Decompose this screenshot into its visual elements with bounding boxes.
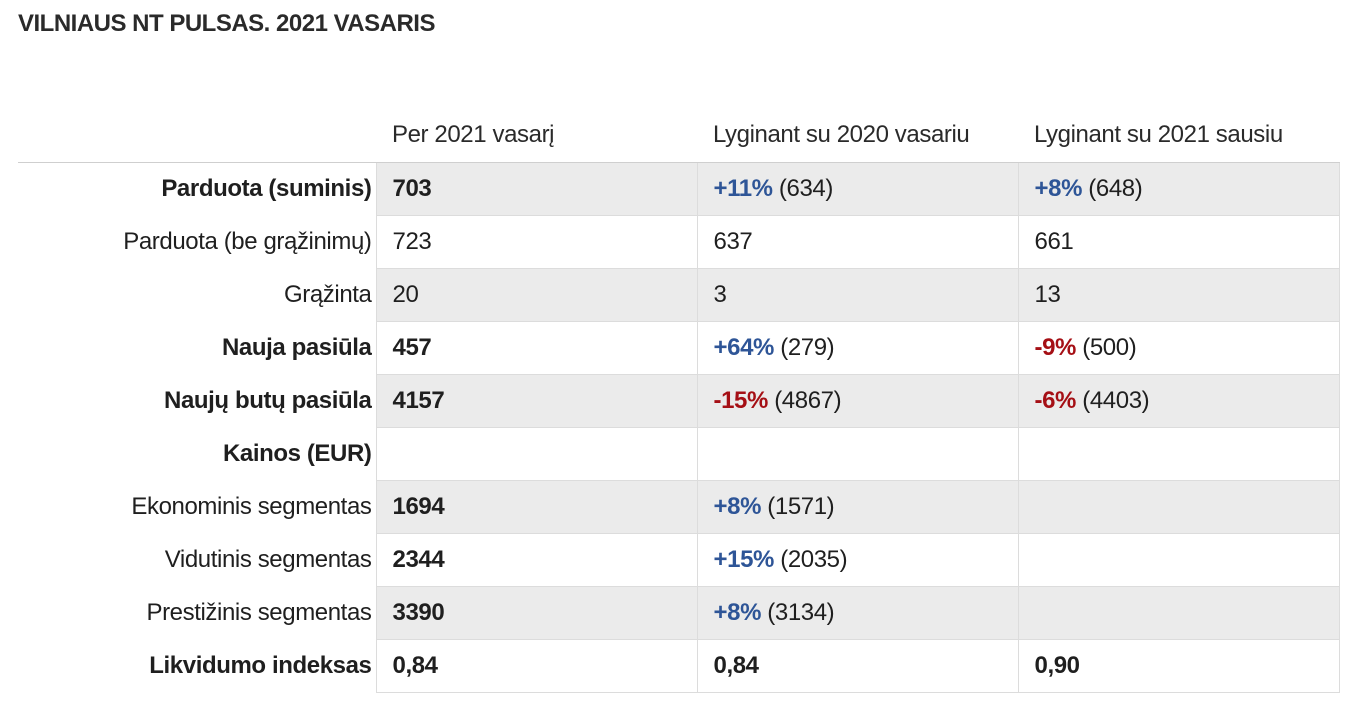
row-label: Parduota (be grąžinimų) <box>18 215 376 269</box>
vs-jan-cell <box>1017 533 1340 587</box>
vs-jan-cell <box>1017 427 1340 481</box>
change-value: +11% <box>713 175 774 202</box>
value-cell <box>375 427 698 481</box>
row-label: Ekonominis segmentas <box>18 480 376 534</box>
vs-2020-cell: 3 <box>696 268 1019 322</box>
reference-value: (648) <box>1088 175 1143 202</box>
change-value: -6% <box>1034 387 1077 414</box>
header-vs-2020: Lyginant su 2020 vasariu <box>697 108 1018 163</box>
reference-value: (4867) <box>774 387 842 414</box>
vs-jan-cell <box>1017 586 1340 640</box>
vs-2020-cell: +11% (634) <box>696 162 1019 216</box>
row-label: Likvidumo indeksas <box>18 639 376 693</box>
change-value: -15% <box>713 387 769 414</box>
table-row-new-apartments: Naujų butų pasiūla 4157 -15% (4867) -6% … <box>18 374 1340 428</box>
vs-2020-cell: +15% (2035) <box>696 533 1019 587</box>
value-cell: 2344 <box>375 533 698 587</box>
vs-2020-cell: 637 <box>696 215 1019 269</box>
vs-jan-cell: 661 <box>1017 215 1340 269</box>
vs-2020-cell <box>696 427 1019 481</box>
table-row-sold-total: Parduota (suminis) 703 +11% (634) +8% (6… <box>18 162 1340 216</box>
change-value: +8% <box>713 599 762 626</box>
vs-2020-cell: +8% (3134) <box>696 586 1019 640</box>
header-vs-jan: Lyginant su 2021 sausiu <box>1018 108 1339 163</box>
value-cell: 457 <box>375 321 698 375</box>
row-label: Kainos (EUR) <box>18 427 376 481</box>
market-pulse-table: Per 2021 vasarį Lyginant su 2020 vasariu… <box>18 108 1340 693</box>
table-row-liquidity-index: Likvidumo indeksas 0,84 0,84 0,90 <box>18 639 1340 693</box>
change-value: +8% <box>1034 175 1083 202</box>
vs-jan-cell: -9% (500) <box>1017 321 1340 375</box>
table-row-returned: Grąžinta 20 3 13 <box>18 268 1340 322</box>
table-row-prestige-segment: Prestižinis segmentas 3390 +8% (3134) <box>18 586 1340 640</box>
row-label: Nauja pasiūla <box>18 321 376 375</box>
vs-jan-cell: -6% (4403) <box>1017 374 1340 428</box>
reference-value: (500) <box>1082 334 1137 361</box>
header-period: Per 2021 vasarį <box>376 108 697 163</box>
row-label: Grąžinta <box>18 268 376 322</box>
value-cell: 20 <box>375 268 698 322</box>
value-cell: 723 <box>375 215 698 269</box>
reference-value: (2035) <box>780 546 848 573</box>
vs-2020-cell: 0,84 <box>696 639 1019 693</box>
vs-jan-cell <box>1017 480 1340 534</box>
vs-2020-cell: +64% (279) <box>696 321 1019 375</box>
value-cell: 3390 <box>375 586 698 640</box>
row-label: Vidutinis segmentas <box>18 533 376 587</box>
value-cell: 0,84 <box>375 639 698 693</box>
vs-2020-cell: +8% (1571) <box>696 480 1019 534</box>
reference-value: (4403) <box>1082 387 1150 414</box>
table-row-new-supply: Nauja pasiūla 457 +64% (279) -9% (500) <box>18 321 1340 375</box>
row-label: Naujų butų pasiūla <box>18 374 376 428</box>
table-row-economy-segment: Ekonominis segmentas 1694 +8% (1571) <box>18 480 1340 534</box>
value-cell: 703 <box>375 162 698 216</box>
table-row-prices-heading: Kainos (EUR) <box>18 427 1340 481</box>
row-label: Parduota (suminis) <box>18 162 376 216</box>
header-corner <box>18 108 376 163</box>
change-value: +15% <box>713 546 775 573</box>
vs-jan-cell: +8% (648) <box>1017 162 1340 216</box>
vs-jan-cell: 0,90 <box>1017 639 1340 693</box>
reference-value: (634) <box>778 175 833 202</box>
header-row: Per 2021 vasarį Lyginant su 2020 vasariu… <box>18 108 1339 163</box>
reference-value: (3134) <box>767 599 835 626</box>
value-cell: 1694 <box>375 480 698 534</box>
vs-2020-cell: -15% (4867) <box>696 374 1019 428</box>
change-value: +8% <box>713 493 762 520</box>
reference-value: (279) <box>780 334 835 361</box>
page-title: VILNIAUS NT PULSAS. 2021 VASARIS <box>18 10 435 37</box>
change-value: +64% <box>713 334 775 361</box>
vs-jan-cell: 13 <box>1017 268 1340 322</box>
value-cell: 4157 <box>375 374 698 428</box>
reference-value: (1571) <box>767 493 835 520</box>
row-label: Prestižinis segmentas <box>18 586 376 640</box>
table-row-middle-segment: Vidutinis segmentas 2344 +15% (2035) <box>18 533 1340 587</box>
change-value: -9% <box>1034 334 1077 361</box>
table-row-sold-net: Parduota (be grąžinimų) 723 637 661 <box>18 215 1340 269</box>
